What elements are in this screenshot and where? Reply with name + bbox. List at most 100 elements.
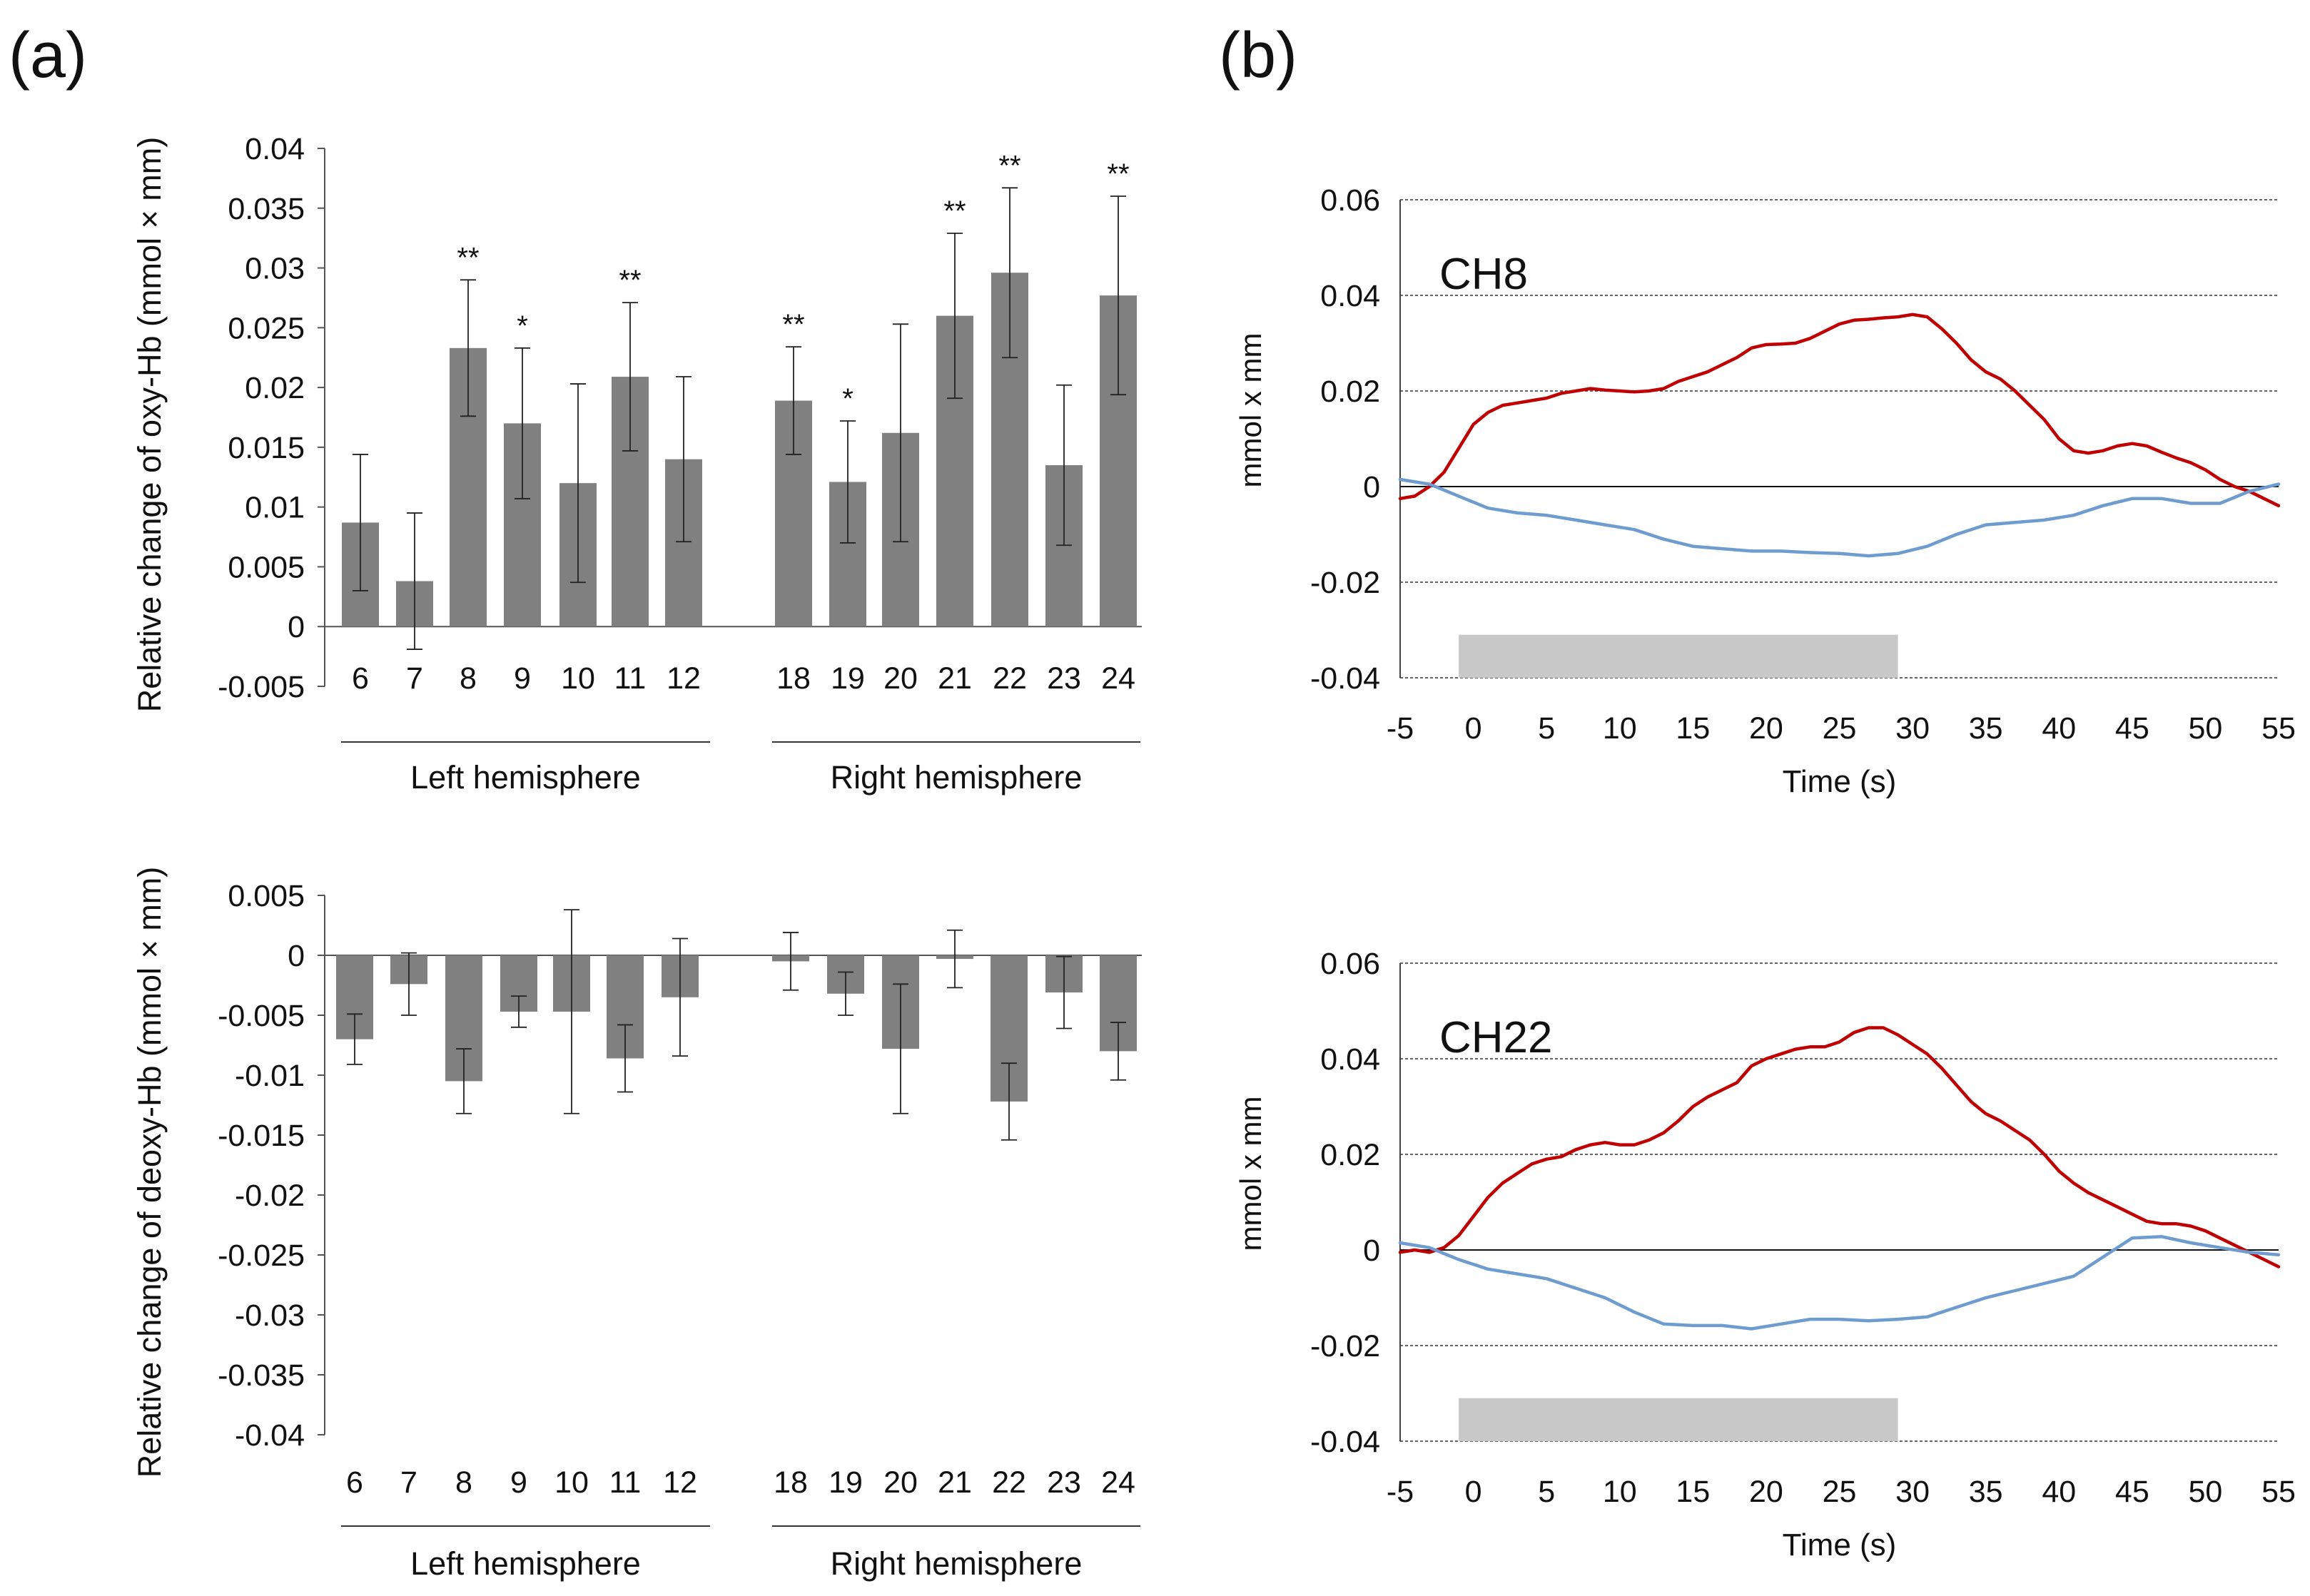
x-tick-label: 7 (400, 1465, 417, 1500)
x-tick-label: 8 (455, 1465, 472, 1500)
x-tick-label: 0 (1465, 1475, 1482, 1509)
significance-marker: ** (619, 265, 641, 296)
y-tick-label: -0.04 (1310, 661, 1380, 696)
x-tick-label: 55 (2261, 1475, 2296, 1509)
oxy-hb-line (1398, 1026, 2281, 1269)
deoxy-hb-line (1398, 1234, 2281, 1331)
x-tick-label: 10 (554, 1465, 589, 1500)
x-tick-label: 20 (1749, 1475, 1783, 1509)
x-axis-title: Time (s) (1783, 1528, 1897, 1562)
x-tick-label: 21 (938, 661, 972, 696)
stimulus-period-bar (1459, 1398, 1898, 1441)
y-tick-label: 0.03 (245, 252, 305, 286)
y-tick-label: 0 (288, 939, 305, 973)
significance-marker: ** (782, 309, 804, 340)
x-tick-label: 10 (561, 661, 595, 696)
y-tick-label: 0.025 (228, 311, 305, 345)
x-tick-label: 0 (1465, 711, 1482, 746)
x-tick-label: 19 (831, 661, 865, 696)
significance-marker: ** (1107, 158, 1129, 190)
y-tick-label: 0.06 (1320, 947, 1380, 981)
y-tick-label: -0.04 (235, 1418, 305, 1453)
x-tick-label: 11 (614, 661, 647, 696)
x-tick-label: 50 (2188, 1475, 2222, 1509)
y-tick-label: -0.025 (218, 1239, 305, 1273)
y-tick-label: 0.04 (1320, 279, 1380, 313)
x-tick-label: -5 (1387, 1475, 1414, 1509)
x-tick-label: 23 (1047, 1465, 1081, 1500)
x-tick-label: 22 (992, 1465, 1026, 1500)
group-label: Left hemisphere (410, 759, 641, 796)
x-tick-label: 24 (1101, 1465, 1135, 1500)
group-label: Right hemisphere (831, 1545, 1083, 1582)
y-tick-label: 0 (1363, 1234, 1380, 1268)
x-tick-label: 9 (514, 661, 531, 696)
ch22-time-course-chart: -0.04 -0.02 0 0.02 0.04 0.06 -5 0 5 10 15 20 25 30 35 4… (1234, 947, 2296, 1562)
x-tick-label: 6 (346, 1465, 363, 1500)
y-tick-label: 0.035 (228, 192, 305, 226)
x-tick-label: 40 (2042, 711, 2076, 746)
x-tick-label: 35 (1969, 1475, 2003, 1509)
y-axis-title: Relative change of oxy-Hb (mmol × mm) (131, 137, 168, 713)
x-tick-label: 6 (352, 661, 369, 696)
y-tick-label: -0.035 (218, 1358, 305, 1393)
oxy-hb-line (1398, 312, 2281, 508)
y-tick-label: 0.01 (245, 491, 305, 525)
x-tick-label: 40 (2042, 1475, 2076, 1509)
y-tick-label: 0 (288, 610, 305, 644)
y-tick-label: -0.015 (218, 1119, 305, 1153)
y-tick-label: 0.02 (1320, 375, 1380, 409)
panel-label-b: (b) (1219, 20, 1297, 91)
y-tick-label: -0.04 (1310, 1425, 1380, 1459)
deoxy-hb-line (1398, 477, 2281, 558)
stimulus-period-bar (1459, 634, 1898, 678)
x-tick-label: 9 (510, 1465, 527, 1500)
x-tick-label: 5 (1538, 1475, 1555, 1509)
y-axis-title: Relative change of deoxy-Hb (mmol × mm) (131, 867, 168, 1478)
x-tick-label: 20 (883, 1465, 918, 1500)
x-tick-label: 15 (1676, 1475, 1710, 1509)
x-tick-label: 10 (1603, 1475, 1637, 1509)
y-tick-label: 0.04 (245, 132, 305, 166)
y-tick-label: 0.06 (1320, 183, 1380, 218)
x-tick-label: 25 (1823, 1475, 1857, 1509)
y-tick-label: 0.005 (228, 550, 305, 584)
ch8-time-course-chart: -0.04 -0.02 0 0.02 0.04 0.06 -5 0 5 10 15 20 25 30 35 4… (1234, 183, 2296, 799)
x-tick-label: 10 (1603, 711, 1637, 746)
x-tick-label: 45 (2115, 711, 2149, 746)
x-tick-label: 30 (1895, 711, 1930, 746)
panel-label-a: (a) (9, 20, 87, 91)
x-tick-label: 20 (883, 661, 918, 696)
y-tick-label: 0 (1363, 470, 1380, 504)
x-tick-label: 25 (1823, 711, 1857, 746)
y-tick-label: -0.03 (235, 1298, 305, 1333)
significance-marker: ** (457, 242, 479, 273)
y-axis-title: mmol x mm (1234, 1097, 1267, 1251)
y-tick-label: -0.005 (218, 670, 305, 704)
y-tick-label: -0.005 (218, 999, 305, 1033)
x-tick-label: 15 (1676, 711, 1710, 746)
x-tick-label: 18 (774, 1465, 808, 1500)
x-tick-label: 7 (406, 661, 423, 696)
y-tick-label: 0.04 (1320, 1042, 1380, 1077)
x-tick-label: 23 (1047, 661, 1081, 696)
x-tick-label: 12 (667, 661, 701, 696)
significance-marker: ** (998, 150, 1020, 181)
x-tick-label: 19 (829, 1465, 863, 1500)
x-tick-label: 20 (1749, 711, 1783, 746)
x-tick-label: 50 (2188, 711, 2222, 746)
channel-label: CH8 (1439, 250, 1528, 299)
group-label: Right hemisphere (831, 759, 1083, 796)
x-tick-label: 21 (938, 1465, 972, 1500)
x-tick-label: 30 (1895, 1475, 1930, 1509)
x-tick-label: 11 (609, 1465, 642, 1500)
y-tick-label: -0.02 (1310, 566, 1380, 600)
significance-marker: ** (943, 195, 966, 227)
x-tick-label: 35 (1969, 711, 2003, 746)
x-tick-label: 55 (2261, 711, 2296, 746)
y-tick-label: 0.005 (228, 879, 305, 913)
oxy-hb-bar-chart: -0.005 0 0.005 0.01 0.015 0.02 0.025 0.03 0.035 0… (131, 132, 1142, 796)
y-axis-title: mmol x mm (1234, 333, 1267, 488)
significance-marker: * (842, 383, 853, 415)
